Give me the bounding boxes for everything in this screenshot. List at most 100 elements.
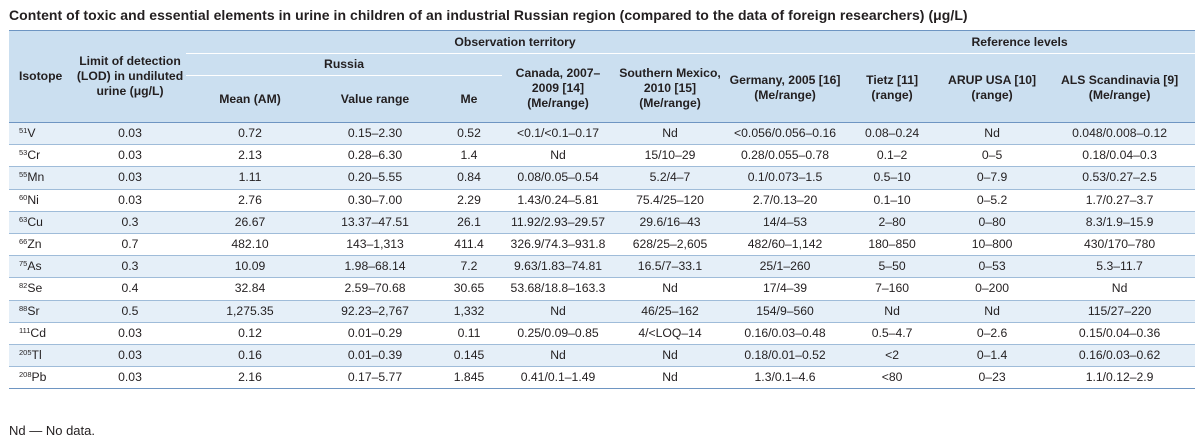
cell-lod: 0.7 xyxy=(121,237,139,252)
table-row: 66Zn 0.7 482.10 143–1,313 411.4 326.9/74.3–93… xyxy=(9,233,1196,256)
cell-canada: Nd xyxy=(550,347,566,362)
isotope-element: As xyxy=(27,259,42,274)
cell-mexico: 15/10–29 xyxy=(644,148,696,163)
header-me: Me xyxy=(460,91,478,106)
cell-als: 0.18/0.04–0.3 xyxy=(1082,148,1157,163)
cell-me: 30.65 xyxy=(453,281,485,296)
cell-range: 1.98–68.14 xyxy=(344,259,406,274)
isotope-mass: 51 xyxy=(19,126,28,136)
cell-tietz: 0.5–10 xyxy=(873,170,911,185)
cell-als: 430/170–780 xyxy=(1083,237,1156,252)
cell-tietz: <2 xyxy=(885,347,900,362)
cell-mexico: 16.5/7–33.1 xyxy=(637,259,703,274)
isotope-element: Mn xyxy=(27,170,45,185)
cell-tietz: Nd xyxy=(884,303,900,318)
cell-mean: 1.11 xyxy=(238,170,262,185)
cell-als: 1.1/0.12–2.9 xyxy=(1085,370,1154,385)
cell-range: 0.01–0.29 xyxy=(347,325,403,340)
cell-lod: 0.3 xyxy=(121,259,139,274)
cell-mean: 482.10 xyxy=(231,237,269,252)
cell-mexico: 5.2/4–7 xyxy=(649,170,691,185)
cell-isotope: 63Cu xyxy=(9,211,74,233)
isotope-mass: 208 xyxy=(19,370,32,380)
header-arup: ARUP USA [10] (range) xyxy=(948,73,1037,102)
isotope-mass: 55 xyxy=(19,170,28,180)
header-reference-levels: Reference levels xyxy=(844,30,1196,54)
cell-canada: 53.68/18.8–163.3 xyxy=(510,281,606,296)
cell-mexico: Nd xyxy=(662,347,678,362)
cell-arup: Nd xyxy=(984,303,1000,318)
cell-als: 1.7/0.27–3.7 xyxy=(1085,192,1154,207)
cell-canada: <0.1/<0.1–0.17 xyxy=(516,126,599,141)
header-lod: Limit of detection (LOD) in undiluted ur… xyxy=(76,54,184,98)
isotope-mass: 82 xyxy=(19,281,28,291)
cell-isotope: 53Cr xyxy=(9,145,74,167)
cell-canada: Nd xyxy=(550,303,566,318)
cell-isotope: 55Mn xyxy=(9,167,74,189)
cell-tietz: <80 xyxy=(881,370,903,385)
cell-tietz: 0.1–2 xyxy=(876,148,908,163)
cell-lod: 0.03 xyxy=(118,170,142,185)
isotope-mass: 63 xyxy=(19,214,28,224)
cell-me: 1.845 xyxy=(453,370,485,385)
cell-mean: 32.84 xyxy=(234,281,266,296)
cell-me: 1.4 xyxy=(460,148,478,163)
cell-me: 0.84 xyxy=(457,170,481,185)
header-russia: Russia xyxy=(186,53,502,76)
cell-me: 7.2 xyxy=(460,259,478,274)
cell-canada: 1.43/0.24–5.81 xyxy=(517,192,599,207)
cell-mexico: 628/25–2,605 xyxy=(632,237,708,252)
cell-canada: 0.25/0.09–0.85 xyxy=(517,325,599,340)
cell-lod: 0.4 xyxy=(121,281,139,296)
header-als: ALS Scandinavia [9] (Me/range) xyxy=(1060,73,1179,102)
cell-mexico: 75.4/25–120 xyxy=(636,192,704,207)
isotope-mass: 111 xyxy=(19,325,31,335)
cell-range: 0.17–5.77 xyxy=(347,370,403,385)
isotope-element: Ni xyxy=(27,192,39,207)
cell-als: 0.53/0.27–2.5 xyxy=(1082,170,1157,185)
cell-isotope: 82Se xyxy=(9,278,74,300)
cell-me: 2.29 xyxy=(457,192,481,207)
isotope-element: Se xyxy=(27,281,43,296)
cell-mean: 0.72 xyxy=(238,126,262,141)
isotope-element: Sr xyxy=(27,303,40,318)
cell-isotope: 205Tl xyxy=(9,344,74,366)
cell-lod: 0.03 xyxy=(118,192,142,207)
cell-range: 92.23–2,767 xyxy=(341,303,409,318)
table-row: 60Ni 0.03 2.76 0.30–7.00 2.29 1.43/0.24–5.81 7… xyxy=(9,189,1196,212)
cell-range: 13.37–47.51 xyxy=(341,214,409,229)
cell-germany: 0.16/0.03–0.48 xyxy=(744,325,826,340)
cell-isotope: 88Sr xyxy=(9,300,74,322)
cell-lod: 0.03 xyxy=(118,325,142,340)
cell-lod: 0.3 xyxy=(121,214,139,229)
header-mexico: Southern Mexico, 2010 [15] (Me/range) xyxy=(619,65,721,110)
cell-isotope: 51V xyxy=(9,123,74,145)
isotope-mass: 75 xyxy=(19,259,28,269)
cell-isotope: 208Pb xyxy=(9,367,74,389)
cell-germany: 14/4–53 xyxy=(763,214,808,229)
isotope-element: Tl xyxy=(31,347,42,362)
cell-arup: Nd xyxy=(984,126,1000,141)
cell-mexico: Nd xyxy=(662,126,678,141)
isotope-element: Cr xyxy=(27,148,41,163)
cell-lod: 0.03 xyxy=(118,370,142,385)
isotope-element: Pb xyxy=(31,370,47,385)
cell-mexico: 29.6/16–43 xyxy=(639,214,701,229)
cell-canada: 0.41/0.1–1.49 xyxy=(520,370,596,385)
header-tietz: Tietz [11] (range) xyxy=(866,73,919,102)
cell-als: 115/27–220 xyxy=(1087,303,1152,318)
cell-isotope: 111Cd xyxy=(9,322,74,344)
isotope-mass: 66 xyxy=(19,237,28,247)
cell-mean: 0.12 xyxy=(238,325,262,340)
table-row: 51V 0.03 0.72 0.15–2.30 0.52 <0.1/<0.1–0.17 Nd… xyxy=(9,122,1196,145)
isotope-element: Cd xyxy=(30,325,46,340)
cell-mean: 2.13 xyxy=(238,148,262,163)
cell-canada: 11.92/2.93–29.57 xyxy=(511,214,605,229)
isotope-element: Zn xyxy=(27,237,42,252)
cell-als: 0.16/0.03–0.62 xyxy=(1078,347,1161,362)
table-row: 111Cd 0.03 0.12 0.01–0.29 0.11 0.25/0.09–0.85… xyxy=(9,322,1196,345)
table-row: 55Mn 0.03 1.11 0.20–5.55 0.84 0.08/0.05–0.54 5… xyxy=(9,166,1196,190)
isotope-mass: 88 xyxy=(19,303,28,313)
cell-mean: 26.67 xyxy=(234,214,266,229)
table-title: Content of toxic and essential elements … xyxy=(9,7,968,23)
